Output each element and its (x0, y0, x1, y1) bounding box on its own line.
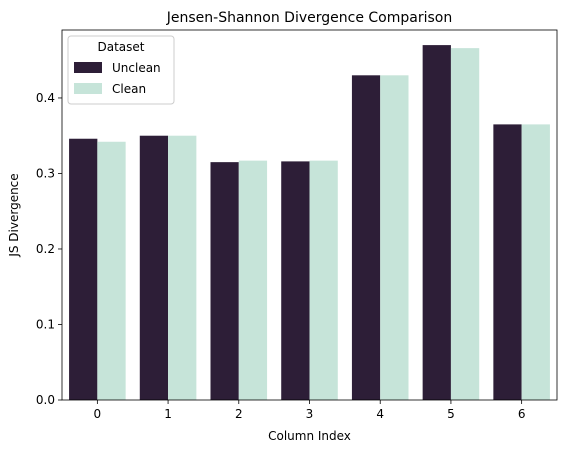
bar-unclean-1 (139, 135, 169, 400)
y-tick-label: 0.1 (36, 317, 55, 331)
y-tick-label: 0.4 (36, 91, 55, 105)
bars-group (69, 45, 550, 401)
legend-swatch-unclean (74, 62, 102, 73)
y-tick-label: 0.3 (36, 166, 55, 180)
bar-clean-0 (97, 141, 126, 400)
x-tick-label: 0 (94, 407, 102, 421)
bar-unclean-4 (351, 75, 381, 400)
x-tick-label: 1 (164, 407, 172, 421)
legend-swatch-clean (74, 83, 102, 94)
bar-clean-3 (309, 160, 338, 400)
chart-title: Jensen-Shannon Divergence Comparison (166, 10, 452, 26)
legend-label-clean: Clean (112, 82, 146, 96)
bar-unclean-2 (210, 162, 239, 400)
bar-clean-2 (238, 160, 268, 400)
legend-label-unclean: Unclean (112, 61, 161, 75)
x-tick-label: 5 (447, 407, 455, 421)
bar-unclean-6 (493, 124, 522, 400)
bar-clean-5 (450, 48, 480, 401)
x-axis-label: Column Index (268, 429, 351, 443)
bar-unclean-5 (422, 45, 451, 400)
bar-clean-4 (380, 75, 409, 400)
x-tick-label: 6 (518, 407, 526, 421)
bar-unclean-3 (281, 161, 310, 400)
x-axis: 0 1 2 3 4 5 6 (94, 400, 526, 421)
bar-clean-1 (168, 135, 197, 400)
y-tick-label: 0.0 (36, 393, 55, 407)
y-axis-label: JS Divergence (7, 173, 21, 257)
y-tick-label: 0.2 (36, 242, 55, 256)
x-tick-label: 2 (235, 407, 243, 421)
legend-entries: Unclean Clean (74, 61, 161, 96)
bar-clean-6 (521, 124, 550, 400)
legend: Dataset Unclean Clean (67, 35, 175, 105)
x-tick-label: 4 (376, 407, 384, 421)
bar-unclean-0 (69, 138, 98, 401)
legend-title: Dataset (98, 40, 145, 54)
x-tick-label: 3 (306, 407, 314, 421)
y-axis: 0.0 0.1 0.2 0.3 0.4 (36, 91, 62, 407)
